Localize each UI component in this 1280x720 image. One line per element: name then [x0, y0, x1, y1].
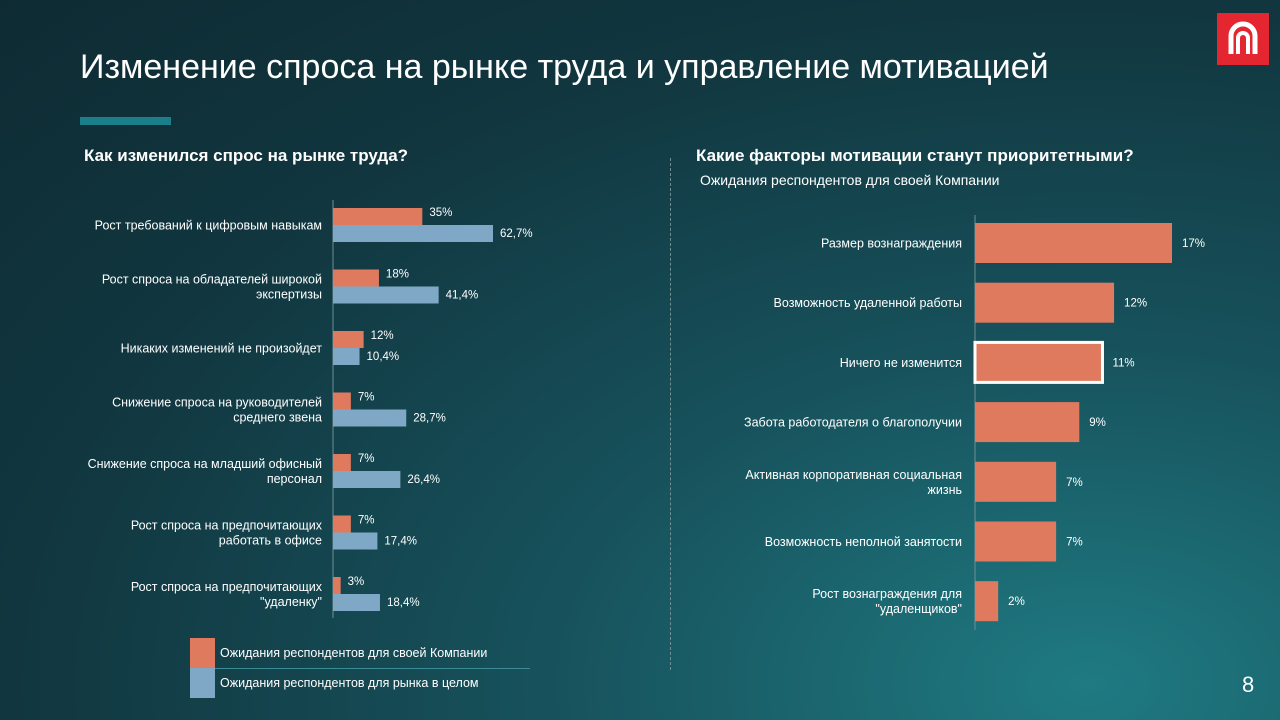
bar-company [333, 454, 351, 471]
category-label: Рост спроса на обладателей широкой [102, 273, 322, 287]
bar-market [333, 471, 401, 488]
data-label: 7% [1066, 537, 1083, 549]
category-label: Рост вознаграждения для [812, 587, 962, 601]
data-label-market: 18,4% [387, 597, 420, 609]
data-label-company: 18% [386, 269, 409, 281]
bar-market [333, 594, 380, 611]
bar [975, 461, 1057, 502]
data-label-market: 62,7% [500, 228, 533, 240]
bar [975, 223, 1172, 263]
data-label-company: 7% [358, 515, 375, 527]
data-label: 11% [1112, 357, 1134, 369]
category-label: Никаких изменений не произойдет [121, 342, 323, 356]
category-label: Снижение спроса на руководителей [112, 396, 322, 410]
data-label-market: 41,4% [446, 290, 479, 302]
right-chart-subtitle: Ожидания респондентов для своей Компании [700, 172, 1000, 188]
company-logo-icon [1217, 13, 1269, 65]
data-label: 7% [1066, 477, 1083, 489]
data-label-company: 12% [371, 330, 394, 342]
data-label-company: 35% [429, 207, 452, 219]
category-label: работать в офисе [219, 534, 322, 548]
category-label: Размер вознаграждения [821, 237, 962, 251]
bar-market [333, 348, 360, 365]
data-label-market: 28,7% [413, 413, 446, 425]
category-label: Снижение спроса на младший офисный [88, 457, 322, 471]
category-label: персонал [267, 472, 322, 486]
legend-swatch-company [190, 638, 215, 668]
bar-market [333, 532, 378, 550]
data-label-market: 26,4% [407, 474, 440, 486]
legend-label-market: Ожидания респондентов для рынка в целом [220, 676, 479, 690]
bar-market [333, 225, 493, 242]
legend-separator [215, 668, 530, 669]
data-label-market: 17,4% [384, 536, 417, 548]
legend-item-market: Ожидания респондентов для рынка в целом [190, 668, 530, 698]
data-label: 9% [1089, 417, 1106, 429]
category-label: среднего звена [233, 411, 322, 425]
chart-divider [670, 158, 671, 670]
bar [975, 282, 1115, 323]
category-label: "удаленку" [260, 595, 322, 609]
data-label-company: 7% [358, 453, 375, 465]
category-label: Возможность удаленной работы [774, 296, 962, 310]
bar-company [333, 269, 379, 287]
data-label-company: 7% [358, 392, 375, 404]
bar-company [333, 331, 364, 348]
data-label-market: 10,4% [367, 351, 400, 363]
motivation-bar-chart: 17% Размер вознаграждения 12% Возможность у… [744, 215, 1205, 630]
bar-company [333, 577, 341, 594]
category-label: Рост спроса на предпочитающих [131, 519, 323, 533]
bar-company [333, 208, 423, 225]
legend-label-company: Ожидания респондентов для своей Компании [220, 646, 488, 660]
slide-title: Изменение спроса на рынке труда и управл… [80, 48, 1049, 86]
page-number: 8 [1242, 672, 1255, 697]
category-label: Рост требований к цифровым навыкам [95, 219, 322, 233]
bar-market [333, 409, 407, 427]
category-label: экспертизы [256, 288, 322, 302]
demand-bar-chart: 35% 62,7% Рост требований к цифровым навык… [88, 200, 533, 618]
category-label: "удаленщиков" [875, 602, 962, 616]
category-label: Забота работодателя о благополучии [744, 416, 962, 430]
data-label-company: 3% [348, 576, 365, 588]
legend-item-company: Ожидания респондентов для своей Компании [190, 638, 530, 669]
category-label: Возможность неполной занятости [765, 535, 962, 549]
category-label: жизнь [928, 483, 963, 497]
data-label: 12% [1124, 298, 1147, 310]
bar [975, 581, 999, 622]
category-label: Активная корпоративная социальная [745, 468, 962, 482]
bar [975, 402, 1080, 443]
right-chart-title: Какие факторы мотивации станут приоритет… [696, 146, 1134, 165]
bar-highlighted [973, 340, 1104, 384]
bar-market [333, 286, 439, 304]
bar-company [333, 392, 351, 410]
title-accent-bar [80, 117, 171, 125]
legend-swatch-market [190, 668, 215, 698]
data-label: 2% [1008, 596, 1025, 608]
category-label: Ничего не изменится [840, 356, 962, 370]
category-label: Рост спроса на предпочитающих [131, 580, 323, 594]
data-label: 17% [1182, 238, 1205, 250]
bar [975, 521, 1057, 562]
left-chart-title: Как изменился спрос на рынке труда? [84, 146, 409, 165]
bar-company [333, 515, 351, 533]
